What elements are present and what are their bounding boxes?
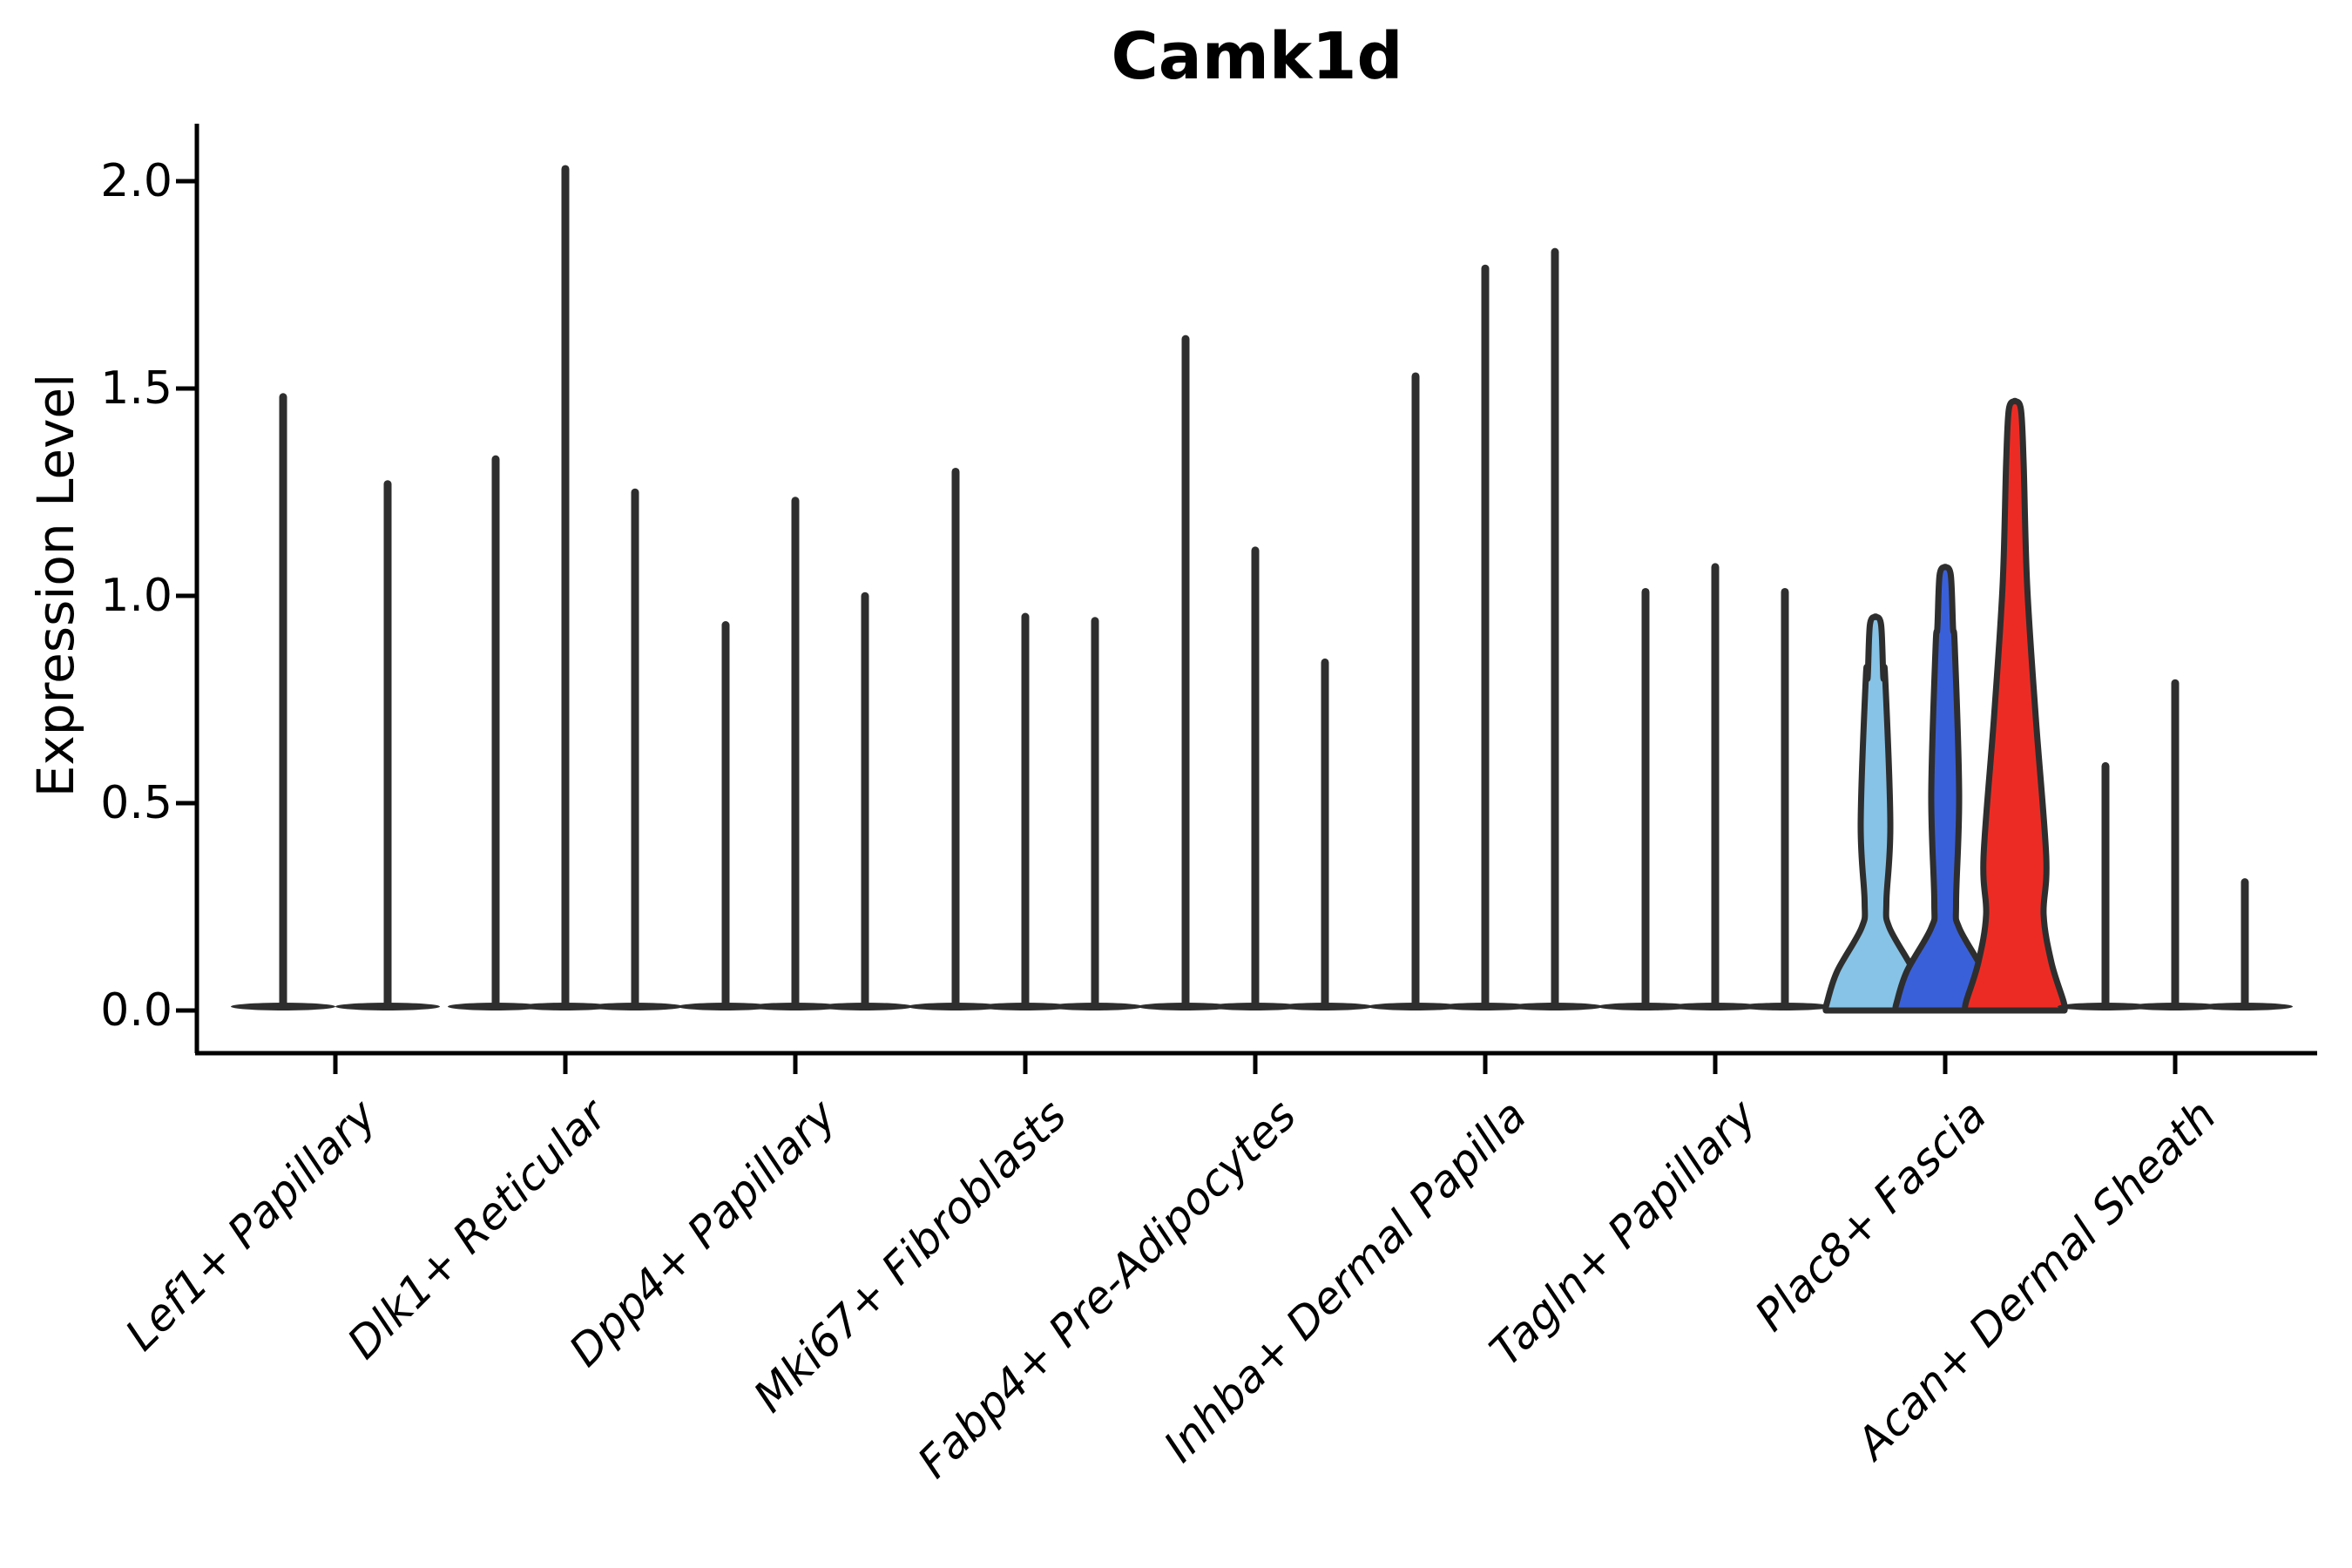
axes — [176, 124, 2317, 1074]
violins — [231, 165, 2293, 1014]
violin-colored — [1822, 613, 1929, 1014]
violin-colored — [1962, 397, 2068, 1014]
y-tick-label: 0.0 — [100, 984, 172, 1037]
y-tick-label: 1.5 — [100, 362, 172, 415]
chart-title: Camk1d — [1111, 19, 1403, 94]
y-tick-label: 0.5 — [100, 777, 172, 829]
y-tick-label: 1.0 — [100, 570, 172, 622]
violin-colored — [1892, 564, 1998, 1014]
y-tick-label: 2.0 — [100, 155, 172, 207]
